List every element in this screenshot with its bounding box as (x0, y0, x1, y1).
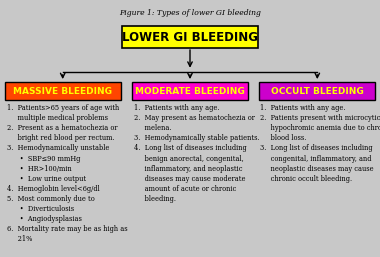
Text: MODERATE BLEEDING: MODERATE BLEEDING (135, 87, 245, 96)
Text: OCCULT BLEEDING: OCCULT BLEEDING (271, 87, 364, 96)
Text: 1.  Patients>65 years of age with
     multiple medical problems
2.  Present as : 1. Patients>65 years of age with multipl… (7, 104, 127, 243)
FancyBboxPatch shape (5, 82, 121, 100)
Text: 1.  Patients with any age.
2.  Patients present with microcytic
     hypochromic: 1. Patients with any age. 2. Patients pr… (260, 104, 380, 183)
FancyBboxPatch shape (122, 26, 258, 48)
Text: 1.  Patients with any age.
2.  May present as hematochezia or
     melena.
3.  H: 1. Patients with any age. 2. May present… (134, 104, 260, 203)
FancyBboxPatch shape (132, 82, 248, 100)
Text: LOWER GI BLEEDING: LOWER GI BLEEDING (122, 31, 258, 44)
Text: MASSIVE BLEEDING: MASSIVE BLEEDING (13, 87, 112, 96)
FancyBboxPatch shape (259, 82, 375, 100)
Text: Figure 1: Types of lower GI bleeding: Figure 1: Types of lower GI bleeding (119, 9, 261, 17)
